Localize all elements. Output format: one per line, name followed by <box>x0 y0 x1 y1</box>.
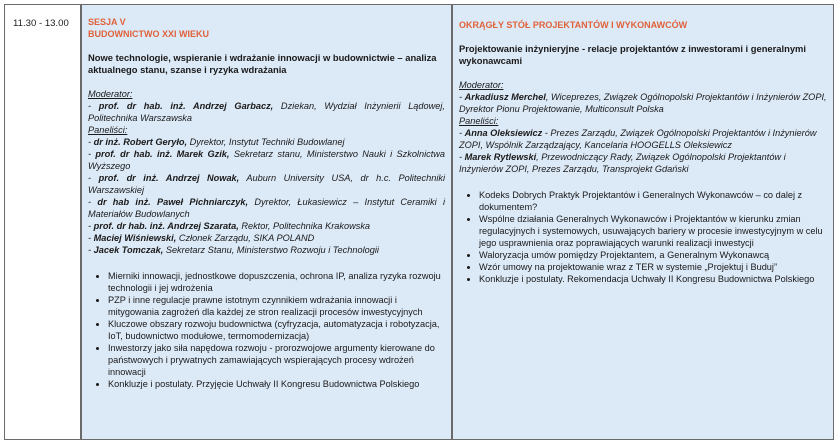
topic-item: Waloryzacja umów pomiędzy Projektantem, … <box>479 249 827 261</box>
session-title: SESJA V BUDOWNICTWO XXI WIEKU <box>88 16 445 40</box>
topic-item: Inwestorzy jako siła napędowa rozwoju - … <box>108 342 445 378</box>
panelist-entry: - prof. dr hab. inż. Andrzej Szarata, Re… <box>88 221 371 231</box>
topic-item: Kodeks Dobrych Praktyk Projektantów i Ge… <box>479 189 827 213</box>
agenda-table: 11.30 - 13.00 SESJA V BUDOWNICTWO XXI WIE… <box>4 4 834 440</box>
person-name: Marek Rytlewski <box>464 152 537 162</box>
session-subtitle: Projektowanie inżynieryjne - relacje pro… <box>459 43 806 66</box>
time-slot: 11.30 - 13.00 <box>5 5 82 439</box>
panelist-entry: - Maciej Wiśniewski, Członek Zarządu, SI… <box>88 233 315 243</box>
session-title-line: OKRĄGŁY STÓŁ PROJEKTANTÓW I WYKONAWCÓW <box>459 20 688 30</box>
person-name: dr hab inż. Paweł Pichniarczyk, <box>97 197 249 207</box>
person-name: prof. dr hab. inż. Marek Gzik, <box>95 149 230 159</box>
topic-item: Konkluzje i postulaty. Rekomendacja Uchw… <box>479 273 827 285</box>
panelist-entry: - Jacek Tomczak, Sekretarz Stanu, Minist… <box>88 245 379 255</box>
person-name: Jacek Tomczak, <box>93 245 164 255</box>
person-name: prof. dr hab. inż. Andrzej Szarata, <box>93 221 239 231</box>
panelist-entry: - dr inż. Robert Geryło, Dyrektor, Insty… <box>88 137 345 147</box>
panelist-entry: - dr hab inż. Paweł Pichniarczyk, Dyrekt… <box>88 197 445 219</box>
person-description: Sekretarz stanu, Ministerstwo Nauki i Sz… <box>88 149 446 171</box>
person-description: Sekretarz Stanu, Ministerstwo Rozwoju i … <box>163 245 379 255</box>
session-title-line: SESJA V <box>88 17 126 27</box>
person-description: Członek Zarządu, SIKA POLAND <box>176 233 315 243</box>
person-name: Arkadiusz Merchel <box>464 92 546 102</box>
person-name: dr inż. Robert Geryło, <box>93 137 188 147</box>
topic-item: Wzór umowy na projektowanie wraz z TER w… <box>479 261 827 273</box>
person-description: , Wiceprezes, Związek Ogólnopolski Proje… <box>459 92 827 114</box>
topic-item: Konkluzje i postulaty. Przyjęcie Uchwały… <box>108 378 445 390</box>
person-name: Maciej Wiśniewski, <box>93 233 177 243</box>
person-description: Dyrektor, Łukasiewicz – Instytut Ceramik… <box>88 197 445 219</box>
moderator-entry: - Arkadiusz Merchel, Wiceprezes, Związek… <box>459 92 827 114</box>
person-name: prof. dr inż. Andrzej Nowak, <box>98 173 240 183</box>
moderator-label: Moderator: <box>459 80 504 90</box>
person-name: Anna Oleksiewicz <box>464 128 543 138</box>
panelist-entry: - Marek Rytlewski, Przewodniczący Rady, … <box>459 152 786 174</box>
person-description: Auburn University USA, dr h.c. Politechn… <box>88 173 445 195</box>
panelists-label: Paneliści: <box>88 125 128 135</box>
topic-item: Wspólne działania Generalnych Wykonawców… <box>479 213 827 249</box>
topic-item: Kluczowe obszary rozwoju budownictwa (cy… <box>108 318 445 342</box>
moderator-label: Moderator: <box>88 89 133 99</box>
panelist-entry: - prof. dr hab. inż. Marek Gzik, Sekreta… <box>88 149 446 171</box>
topics-list: Mierniki innowacji, jednostkowe dopuszcz… <box>88 270 445 390</box>
topic-item: PZP i inne regulacje prawne istotnym czy… <box>108 294 445 318</box>
person-description: , Przewodniczący Rady, Związek Ogólnopol… <box>459 152 786 174</box>
session-title-line: BUDOWNICTWO XXI WIEKU <box>88 29 209 39</box>
topic-item: Mierniki innowacji, jednostkowe dopuszcz… <box>108 270 445 294</box>
session-subtitle: Nowe technologie, wspieranie i wdrażanie… <box>88 52 437 75</box>
topics-list: Kodeks Dobrych Praktyk Projektantów i Ge… <box>459 189 827 285</box>
session-title: OKRĄGŁY STÓŁ PROJEKTANTÓW I WYKONAWCÓW <box>459 19 827 31</box>
panelist-entry: - Anna Oleksiewicz - Prezes Zarządu, Zwi… <box>459 128 817 150</box>
person-description: Rektor, Politechnika Krakowska <box>238 221 371 231</box>
round-table-cell: OKRĄGŁY STÓŁ PROJEKTANTÓW I WYKONAWCÓW Pr… <box>453 5 833 439</box>
session-v-cell: SESJA V BUDOWNICTWO XXI WIEKU Nowe technol… <box>82 5 453 439</box>
panelist-entry: - prof. dr inż. Andrzej Nowak, Auburn Un… <box>88 173 445 195</box>
panelists-label: Paneliści: <box>459 116 499 126</box>
person-description: - Prezes Zarządu, Związek Ogólnopolski P… <box>459 128 817 150</box>
moderator-entry: - prof. dr hab. inż. Andrzej Garbacz, Dz… <box>88 101 445 123</box>
person-name: prof. dr hab. inż. Andrzej Garbacz, <box>98 101 274 111</box>
person-description: Dyrektor, Instytut Techniki Budowlanej <box>187 137 345 147</box>
person-description: Dziekan, Wydział Inżynierii Lądowej, Pol… <box>88 101 445 123</box>
